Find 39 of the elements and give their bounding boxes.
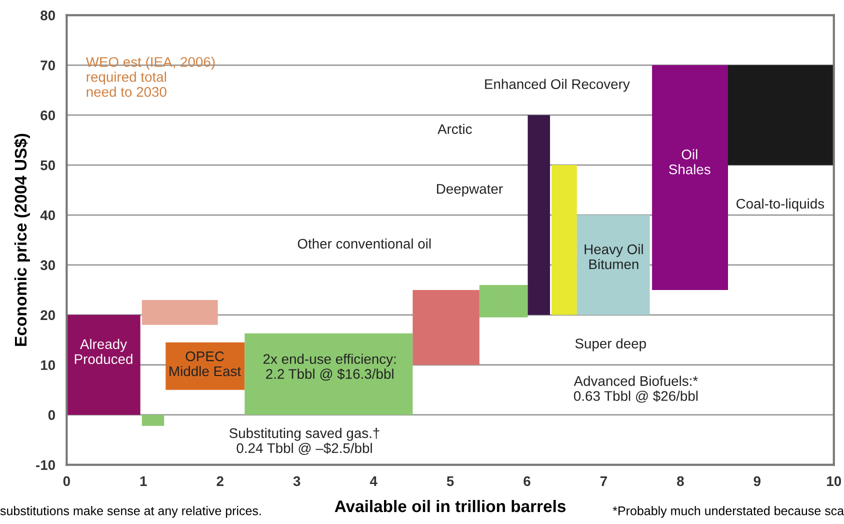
y-tick-label: -10 xyxy=(36,460,55,470)
annotation: Heavy Oil Bitumen xyxy=(584,244,643,270)
annotation: Coal-to-liquids xyxy=(736,198,824,212)
x-tick-label: 8 xyxy=(677,476,684,486)
annotation: Super deep xyxy=(575,338,646,352)
annotation: Other conventional oil xyxy=(298,238,431,249)
y-tick-label: 60 xyxy=(40,110,55,120)
x-tick-label: 0 xyxy=(63,476,70,486)
y-axis-title: Economic price (2004 US$) xyxy=(14,134,30,346)
annotation: WEO est (IEA, 2006) required total need to 2030 xyxy=(86,56,215,97)
x-tick-label: 3 xyxy=(293,476,300,486)
annotation: OPEC Middle East xyxy=(170,351,241,376)
x-tick-label: 10 xyxy=(827,476,842,486)
annotation: Advanced Biofuels:* 0.63 Tbbl @ $26/bbl xyxy=(574,376,698,403)
y-tick-label: 80 xyxy=(40,10,55,20)
x-tick-label: 1 xyxy=(140,476,147,486)
x-axis-title: Available oil in trillion barrels xyxy=(334,500,566,512)
annotation: Deepwater xyxy=(437,184,503,197)
y-tick-label: 50 xyxy=(40,160,55,170)
x-tick-label: 6 xyxy=(524,476,530,486)
annotation: 2x end-use efficiency: 2.2 Tbbl @ $16.3/bbl xyxy=(263,354,396,381)
y-tick-label: 40 xyxy=(40,210,55,220)
text: substitutions make sense at any relative prices. xyxy=(0,506,261,518)
x-tick-label: 7 xyxy=(600,476,607,486)
annotation: Arctic xyxy=(438,124,472,134)
x-tick-label: 4 xyxy=(370,476,378,486)
annotation: Oil Shales xyxy=(669,149,710,174)
y-tick-label: 0 xyxy=(48,410,55,420)
annotation: Already Produced xyxy=(74,338,132,364)
annotation: Substituting saved gas.† 0.24 Tbbl @ –$2.5/bbl xyxy=(229,428,380,455)
annotation: Enhanced Oil Recovery xyxy=(485,78,630,92)
text: *Probably much understated because sca xyxy=(612,506,844,518)
y-tick-label: 20 xyxy=(40,310,55,320)
x-tick-label: 5 xyxy=(446,476,454,486)
y-tick-label: 70 xyxy=(40,60,55,70)
y-tick-label: 30 xyxy=(40,260,55,270)
y-tick-label: 10 xyxy=(40,360,55,370)
x-tick-label: 9 xyxy=(754,476,760,486)
x-tick-label: 2 xyxy=(216,476,224,486)
